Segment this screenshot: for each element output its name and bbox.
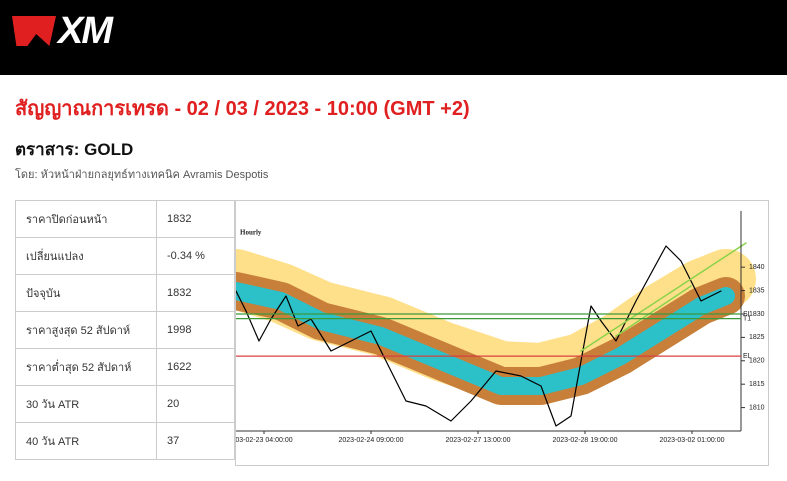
logo[interactable]: XM bbox=[58, 10, 113, 52]
y-tick-label: 1810 bbox=[749, 404, 765, 411]
table: ราคาปิดก่อนหน้า 1832 เปลี่ยนแปลง -0.34 % ปัจ… bbox=[15, 200, 235, 460]
band-inner bbox=[236, 282, 735, 395]
value-cell: -0.34 % bbox=[156, 237, 235, 275]
x-tick-label: 2023-03-02 01:00:00 bbox=[660, 437, 725, 444]
value-cell: 1832 bbox=[156, 200, 235, 238]
x-tick-label: 2023-02-24 09:00:00 bbox=[339, 437, 404, 444]
x-tick-label: 03-02-23 04:00:00 bbox=[235, 437, 292, 444]
title: สัญญาณการเทรด - 02 / 03 / 2023 - 10:00 (… bbox=[15, 98, 470, 120]
chart-label: Hourly bbox=[240, 229, 262, 237]
label-cell: ราคาปิดก่อนหน้า bbox=[15, 200, 157, 238]
x-tick-label: 2023-02-27 13:00:00 bbox=[446, 437, 511, 444]
byline: โดย: หัวหน้าฝ่ายกลยุทธ์ทางเทคนิค Avramis… bbox=[15, 169, 269, 181]
value-cell: 37 bbox=[156, 422, 235, 460]
label-cell: เปลี่ยนแปลง bbox=[15, 237, 157, 275]
level-label: SL bbox=[743, 311, 752, 318]
logo-icon bbox=[12, 16, 56, 46]
table-row: ราคาปิดก่อนหน้า 1832 bbox=[15, 200, 235, 238]
arrow bbox=[580, 242, 747, 352]
header: XM bbox=[0, 0, 787, 75]
table-row: เปลี่ยนแปลง -0.34 % bbox=[15, 237, 235, 275]
table-row: ปัจจุบัน 1832 bbox=[15, 274, 235, 312]
y-tick-label: 1825 bbox=[749, 334, 765, 341]
x-tick-label: 2023-02-28 19:00:00 bbox=[553, 437, 618, 444]
table-row: 30 วัน ATR 20 bbox=[15, 385, 235, 423]
value-cell: 1832 bbox=[156, 274, 235, 312]
label-cell: ราคาต่ำสุด 52 สัปดาห์ bbox=[15, 348, 157, 386]
y-tick-label: 1820 bbox=[749, 358, 765, 365]
table-row: ราคาสูงสุด 52 สัปดาห์ 1998 bbox=[15, 311, 235, 349]
level-label: T1 bbox=[743, 316, 751, 323]
y-tick-label: 1830 bbox=[749, 311, 765, 318]
arrow bbox=[615, 285, 692, 337]
value-cell: 20 bbox=[156, 385, 235, 423]
table-row: ราคาต่ำสุด 52 สัปดาห์ 1622 bbox=[15, 348, 235, 386]
value-cell: 1998 bbox=[156, 311, 235, 349]
label-cell: 40 วัน ATR bbox=[15, 422, 157, 460]
label-cell: 30 วัน ATR bbox=[15, 385, 157, 423]
instrument: ตราสาร: GOLD bbox=[15, 140, 134, 159]
label-cell: ราคาสูงสุด 52 สัปดาห์ bbox=[15, 311, 157, 349]
chart-image bbox=[236, 242, 756, 427]
level-label: EL bbox=[743, 353, 752, 360]
y-tick-label: 1815 bbox=[749, 381, 765, 388]
value-cell: 1622 bbox=[156, 348, 235, 386]
label-cell: ปัจจุบัน bbox=[15, 274, 157, 312]
y-tick-label: 1840 bbox=[749, 264, 765, 271]
y-tick-label: 1835 bbox=[749, 287, 765, 294]
table-row: 40 วัน ATR 37 bbox=[15, 422, 235, 460]
